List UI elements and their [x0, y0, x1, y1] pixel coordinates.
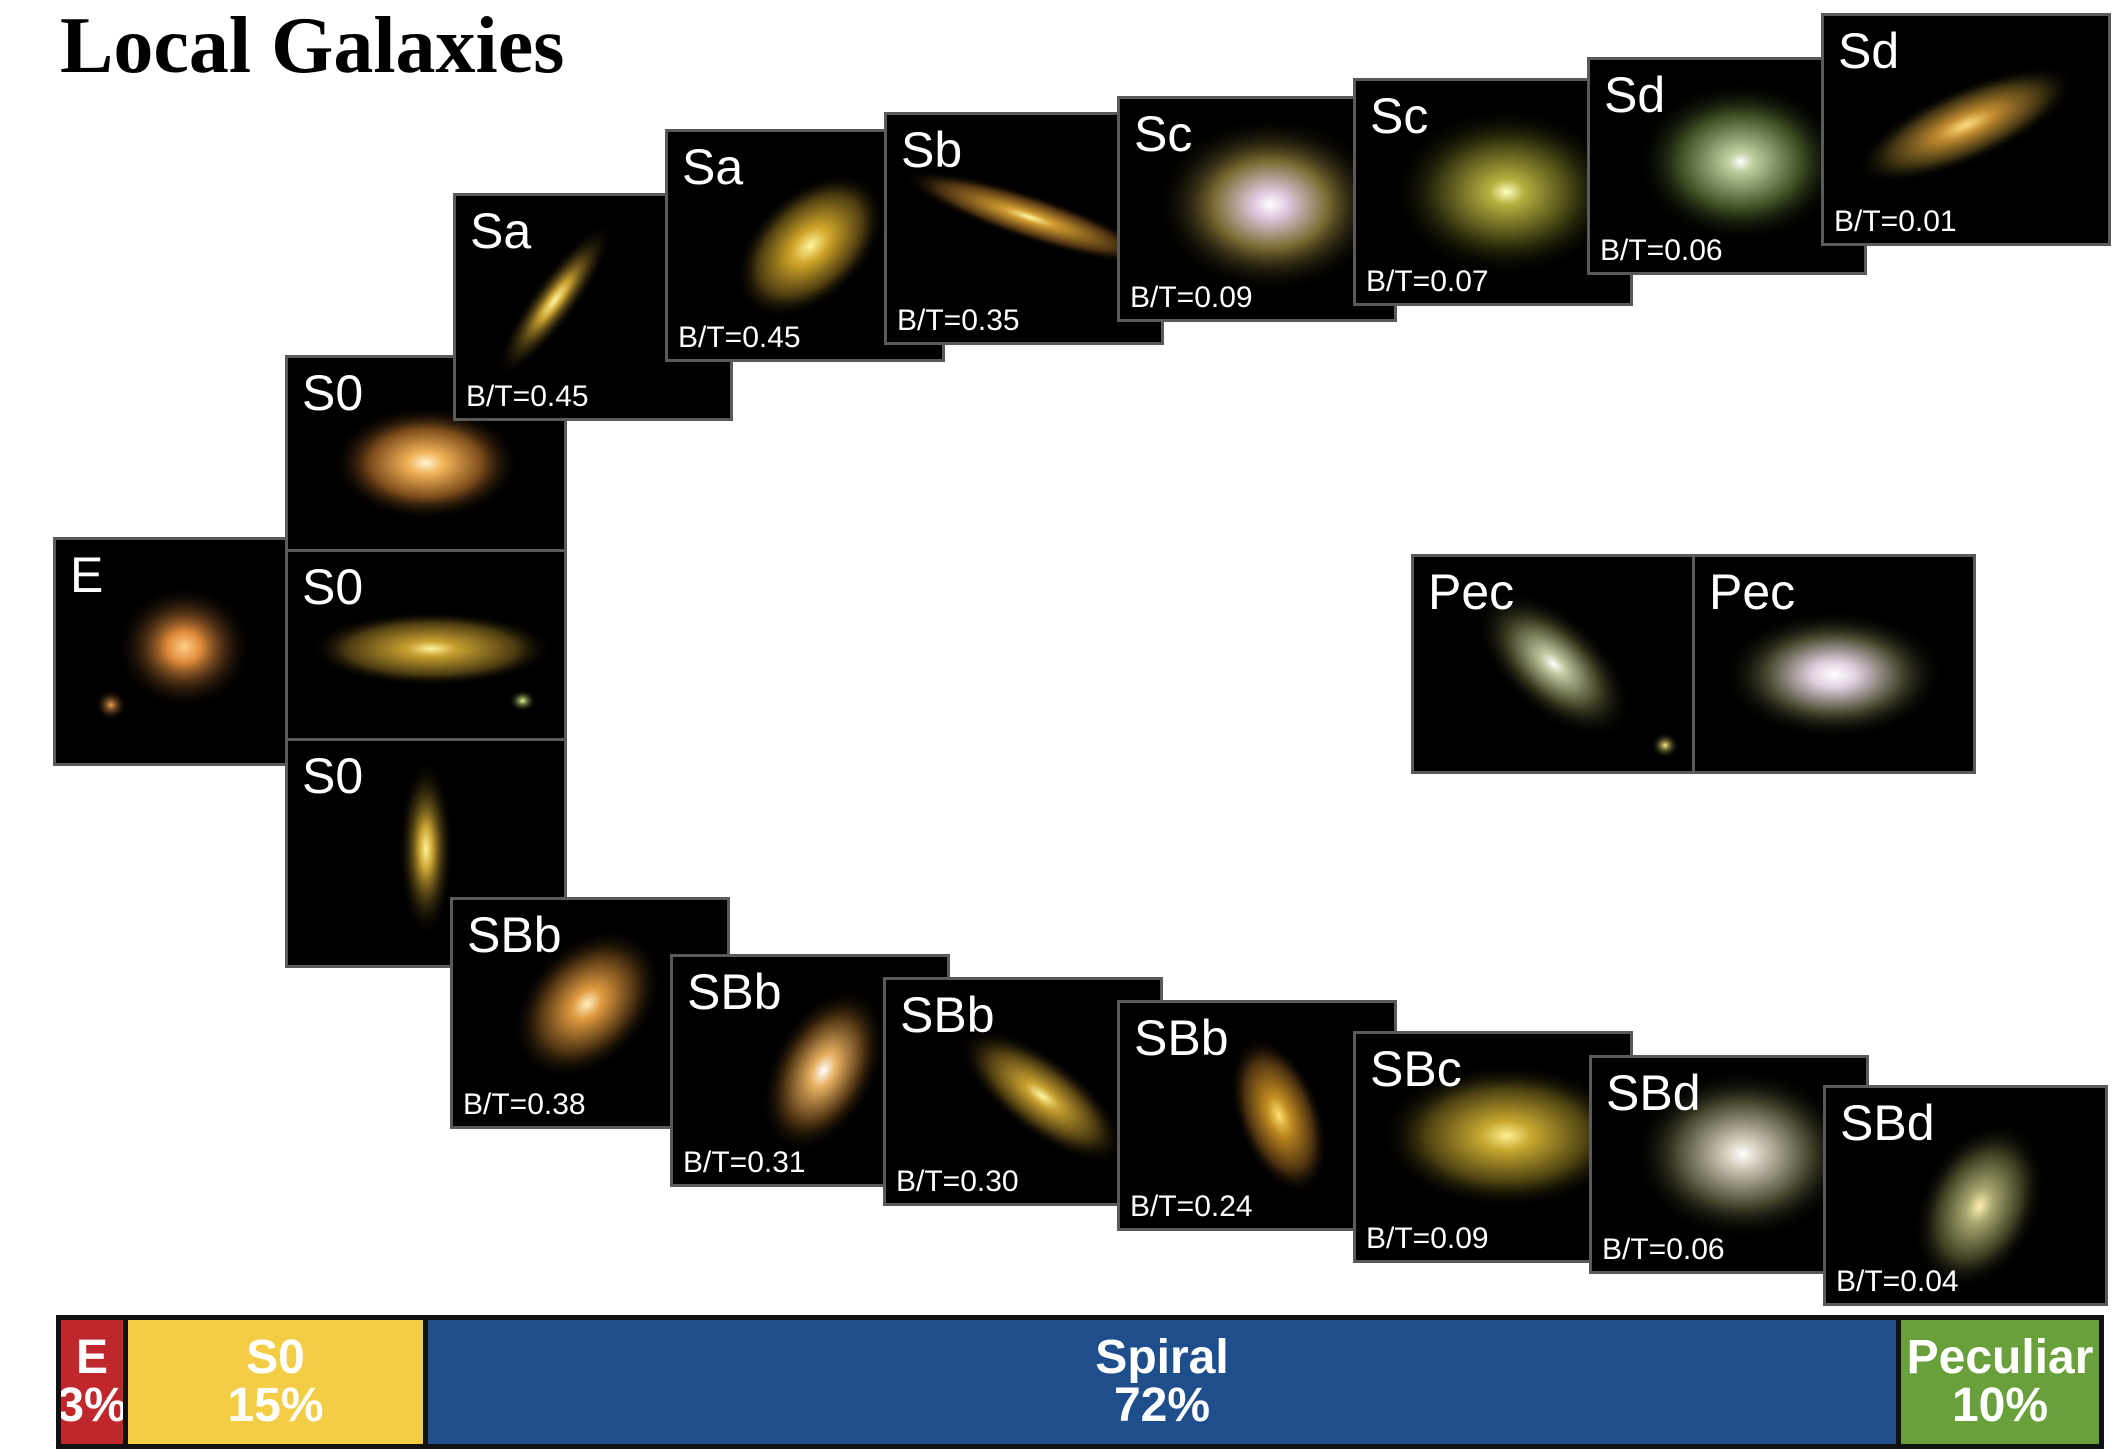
fraction-percent: 15% — [227, 1379, 324, 1432]
galaxy-type-label: Sa — [470, 203, 532, 259]
morphology-fraction-bar: E 3% S0 15% Spiral 72% Peculiar 10% — [56, 1315, 2104, 1449]
bulge-to-total-label: B/T=0.07 — [1366, 265, 1489, 298]
bulge-to-total-label: B/T=0.09 — [1366, 1222, 1489, 1255]
bulge-to-total-label: B/T=0.06 — [1602, 1233, 1725, 1266]
fraction-segment-s0: S0 15% — [123, 1320, 423, 1444]
fraction-percent: 3% — [61, 1379, 123, 1432]
bulge-to-total-label: B/T=0.31 — [683, 1146, 806, 1179]
galaxy-type-label: S0 — [302, 365, 364, 421]
galaxy-type-label: Sd — [1838, 23, 1900, 79]
galaxy-type-label: Sc — [1370, 88, 1429, 144]
galaxy-type-label: S0 — [302, 559, 364, 615]
galaxy-type-label: E — [70, 547, 104, 603]
galaxy-tile-sbd-2: SBd B/T=0.04 — [1823, 1085, 2108, 1306]
galaxy-type-label: SBb — [1134, 1010, 1229, 1066]
bulge-to-total-label: B/T=0.38 — [463, 1088, 586, 1121]
fraction-segment-spiral: Spiral 72% — [423, 1320, 1896, 1444]
galaxy-tile-sc-2: Sc B/T=0.07 — [1353, 78, 1633, 306]
fraction-segment-e: E 3% — [61, 1320, 123, 1444]
galaxy-tile-sbb-2: SBb B/T=0.31 — [670, 954, 950, 1187]
bulge-to-total-label: B/T=0.04 — [1836, 1265, 1959, 1298]
galaxy-type-label: SBb — [467, 907, 562, 963]
bulge-to-total-label: B/T=0.45 — [466, 380, 589, 413]
galaxy-tile-sc-1: Sc B/T=0.09 — [1117, 96, 1397, 322]
fraction-label: E — [75, 1331, 108, 1384]
galaxy-type-label: Sd — [1604, 67, 1666, 123]
galaxy-type-label: SBb — [687, 964, 782, 1020]
galaxy-type-label: Pec — [1709, 564, 1796, 620]
fraction-segment-peculiar: Peculiar 10% — [1896, 1320, 2099, 1444]
galaxy-type-label: Pec — [1428, 564, 1515, 620]
galaxy-tile-s0-2: S0 — [285, 549, 567, 741]
bulge-to-total-label: B/T=0.35 — [897, 304, 1020, 337]
galaxy-tile-e: E — [53, 537, 288, 766]
figure-title: Local Galaxies — [60, 2, 565, 90]
bulge-to-total-label: B/T=0.45 — [678, 321, 801, 354]
galaxy-tile-sbc-1: SBc B/T=0.09 — [1353, 1031, 1633, 1263]
galaxy-type-label: Sc — [1134, 106, 1193, 162]
galaxy-type-label: SBb — [900, 987, 995, 1043]
fraction-percent: 72% — [1113, 1379, 1211, 1432]
bulge-to-total-label: B/T=0.30 — [896, 1165, 1019, 1198]
fraction-label: S0 — [246, 1331, 305, 1384]
galaxy-type-label: SBd — [1606, 1065, 1701, 1121]
galaxy-tile-sbd-1: SBd B/T=0.06 — [1589, 1055, 1869, 1274]
galaxy-tile-sd-2: Sd B/T=0.01 — [1821, 13, 2111, 246]
galaxy-type-label: Sa — [682, 139, 744, 195]
fraction-label: Peculiar — [1906, 1331, 2094, 1384]
galaxy-type-label: SBc — [1370, 1041, 1462, 1097]
galaxy-tile-sd-1: Sd B/T=0.06 — [1587, 57, 1867, 275]
bulge-to-total-label: B/T=0.24 — [1130, 1190, 1253, 1223]
galaxy-tile-sbb-3: SBb B/T=0.30 — [883, 977, 1163, 1206]
galaxy-tile-sbb-4: SBb B/T=0.24 — [1117, 1000, 1397, 1231]
galaxy-tile-pec-1: Pec — [1411, 554, 1696, 774]
fraction-label: Spiral — [1095, 1331, 1229, 1384]
bulge-to-total-label: B/T=0.09 — [1130, 281, 1253, 314]
galaxy-type-label: SBd — [1840, 1095, 1935, 1151]
fraction-percent: 10% — [1951, 1379, 2049, 1432]
galaxy-type-label: Sb — [901, 122, 963, 178]
galaxy-type-label: S0 — [302, 748, 364, 804]
bulge-to-total-label: B/T=0.06 — [1600, 234, 1723, 267]
galaxy-tile-pec-2: Pec — [1692, 554, 1976, 774]
bulge-to-total-label: B/T=0.01 — [1834, 205, 1957, 238]
